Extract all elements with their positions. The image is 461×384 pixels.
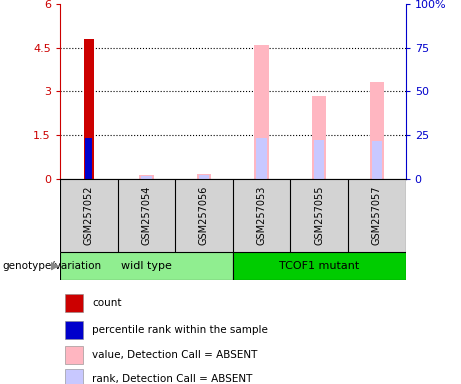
Text: ▶: ▶ [51,261,59,271]
Bar [197,174,211,179]
Text: GSM257053: GSM257053 [257,185,266,245]
Text: GSM257055: GSM257055 [314,185,324,245]
Text: percentile rank within the sample: percentile rank within the sample [92,325,268,335]
Bar [254,45,269,179]
Text: value, Detection Call = ABSENT: value, Detection Call = ABSENT [92,350,258,360]
Bar [65,321,83,339]
Bar [83,39,94,179]
Text: count: count [92,298,122,308]
Text: genotype/variation: genotype/variation [2,261,101,271]
Text: rank, Detection Call = ABSENT: rank, Detection Call = ABSENT [92,374,253,384]
Bar [60,252,233,280]
Bar [65,294,83,313]
Bar [370,83,384,179]
Bar [312,96,326,179]
Text: GSM257052: GSM257052 [84,185,94,245]
Text: TCOF1 mutant: TCOF1 mutant [279,261,360,271]
Bar [314,140,325,179]
Bar [65,346,83,364]
Bar [85,138,92,179]
Bar [199,175,209,179]
Text: GSM257056: GSM257056 [199,185,209,245]
Text: GSM257057: GSM257057 [372,185,382,245]
Bar [256,138,267,179]
Bar [65,369,83,384]
Bar [372,141,382,179]
Bar [141,176,152,179]
Bar [233,252,406,280]
Text: GSM257054: GSM257054 [142,185,151,245]
Bar [139,175,154,179]
Text: widl type: widl type [121,261,172,271]
